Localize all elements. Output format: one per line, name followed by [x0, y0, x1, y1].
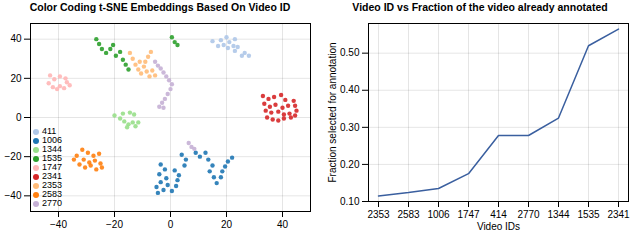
svg-text:−40: −40: [5, 190, 22, 201]
svg-text:1344: 1344: [547, 209, 570, 220]
svg-text:40: 40: [277, 219, 289, 230]
html-text:411: 411: [42, 126, 57, 136]
svg-text:20: 20: [10, 73, 22, 84]
svg-text:0.20: 0.20: [340, 159, 360, 170]
html-text:Video ID vs Fraction of the vi: Video ID vs Fraction of the video alread…: [352, 1, 608, 13]
svg-text:2353: 2353: [367, 209, 390, 220]
html-text:Color Coding t-SNE Embeddings: Color Coding t-SNE Embeddings Based On V…: [29, 1, 291, 13]
svg-text:2341: 2341: [607, 209, 630, 220]
html-text:2583: 2583: [42, 189, 62, 199]
svg-text:1747: 1747: [457, 209, 480, 220]
svg-text:0.50: 0.50: [340, 47, 360, 58]
svg-text:40: 40: [10, 33, 22, 44]
svg-text:0.10: 0.10: [340, 196, 360, 207]
svg-text:Fraction selected for annotati: Fraction selected for annotation: [327, 42, 338, 182]
html-text:1535: 1535: [42, 153, 62, 163]
svg-text:0: 0: [16, 112, 22, 123]
svg-text:Video IDs: Video IDs: [477, 221, 520, 232]
html-text:2353: 2353: [42, 180, 62, 190]
svg-text:414: 414: [490, 209, 507, 220]
svg-text:0.30: 0.30: [340, 122, 360, 133]
svg-text:0: 0: [168, 219, 174, 230]
svg-text:1006: 1006: [427, 209, 450, 220]
html-text:1344: 1344: [42, 144, 62, 154]
svg-text:1535: 1535: [577, 209, 600, 220]
svg-text:−40: −40: [50, 219, 67, 230]
html-text:2341: 2341: [42, 171, 62, 181]
html-text:1747: 1747: [42, 162, 62, 172]
html-text:2770: 2770: [42, 198, 62, 208]
html-text:1006: 1006: [42, 135, 62, 145]
svg-text:−20: −20: [5, 151, 22, 162]
svg-text:−20: −20: [106, 219, 123, 230]
svg-text:0.40: 0.40: [340, 84, 360, 95]
svg-text:2770: 2770: [517, 209, 540, 220]
svg-text:2583: 2583: [397, 209, 420, 220]
svg-text:20: 20: [221, 219, 233, 230]
